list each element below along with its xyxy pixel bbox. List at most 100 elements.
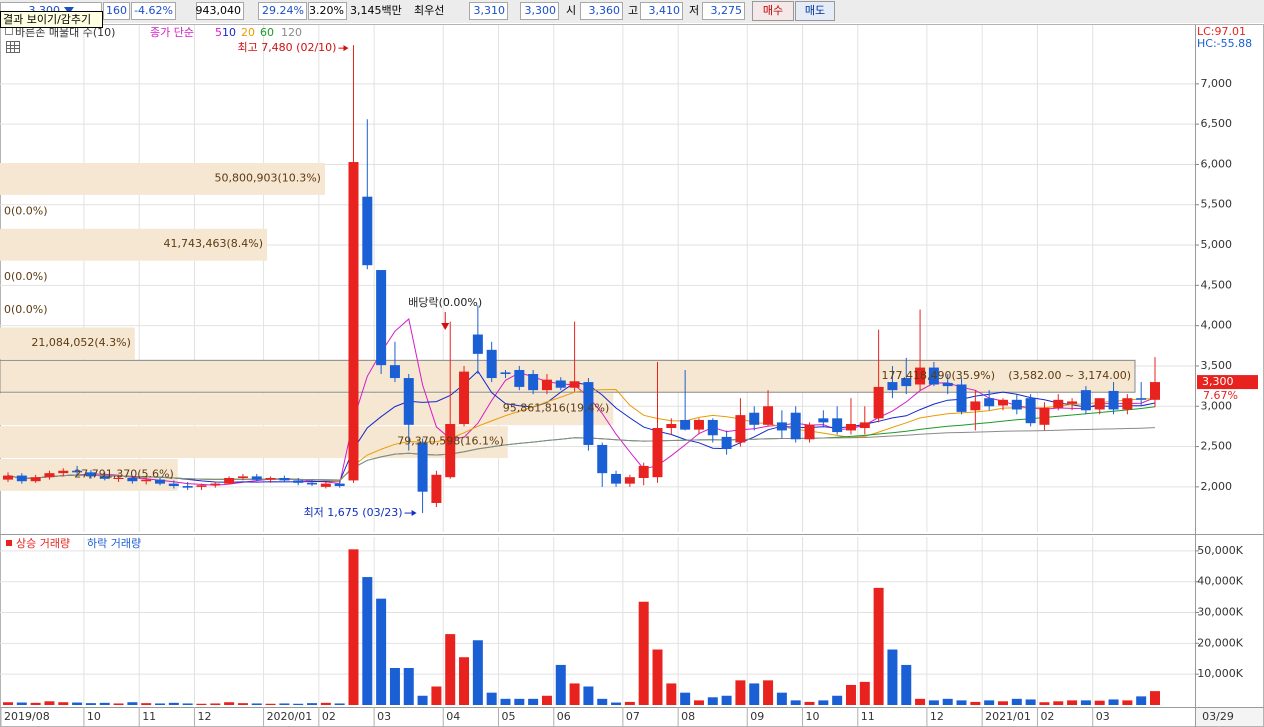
volume-bar: [514, 698, 525, 705]
candle-body: [431, 474, 442, 503]
candle-body: [251, 476, 262, 480]
candle-body: [1122, 398, 1133, 410]
x-tick-label: 11: [861, 710, 875, 723]
candle-body: [16, 475, 27, 482]
y-tick-label: 2,500: [1201, 440, 1233, 453]
volume-bar: [168, 702, 179, 705]
volume-bar: [887, 649, 898, 705]
candle-body: [1094, 398, 1105, 410]
high-label: 최고 7,480 (02/10): [237, 41, 336, 54]
table-icon-lines: [7, 42, 19, 52]
volume-bar: [72, 702, 83, 705]
y-tick-label: 4,500: [1201, 278, 1233, 291]
x-tick-label: 12: [197, 710, 211, 723]
buy-button[interactable]: [752, 1, 794, 21]
volume-bar: [224, 702, 235, 705]
tooltip-box: [0, 11, 103, 28]
volume-bar: [680, 692, 691, 705]
best-ask: 3,310: [474, 4, 506, 17]
profile-label: 177,418,490(35.9%): [881, 369, 995, 382]
candle-body: [845, 423, 856, 431]
candle-body: [320, 483, 331, 487]
ma-period-label: 60: [260, 26, 274, 39]
candle-body: [1067, 401, 1078, 404]
volume-bar: [984, 700, 995, 705]
candle-body: [776, 422, 787, 431]
y-tick-label: 5,000: [1201, 238, 1233, 251]
candle-body: [997, 399, 1008, 406]
volume-bar: [237, 703, 248, 705]
x-tick-label: 12: [930, 710, 944, 723]
field-box: [702, 2, 745, 20]
candle-body: [210, 483, 221, 486]
high: 3,410: [649, 4, 681, 17]
volume-bar: [500, 698, 511, 705]
volume-bar: [1122, 700, 1133, 705]
volume-legend-icon: [6, 540, 12, 546]
sell-button[interactable]: [795, 1, 835, 21]
candle-body: [168, 483, 179, 487]
change-rate: -4.62%: [134, 4, 173, 17]
candle-body: [403, 378, 414, 425]
table-icon[interactable]: [6, 41, 20, 53]
profile-band: [0, 393, 614, 426]
volume-bar: [721, 695, 732, 705]
candle-body: [873, 386, 884, 419]
volume-bar: [85, 703, 96, 705]
legend-checkbox[interactable]: [5, 27, 13, 35]
last-price-label: 3,300: [1202, 375, 1234, 388]
candle-body: [445, 423, 456, 478]
x-tick-label: 11: [142, 710, 156, 723]
buy-button-label[interactable]: 매수: [763, 4, 783, 17]
volume-bar: [901, 664, 912, 705]
candle-body: [818, 418, 829, 423]
volume-bar: [1094, 700, 1105, 705]
profile-label: 21,084,052(4.3%): [31, 336, 131, 349]
candle-body: [265, 477, 276, 480]
volume-bar: [942, 698, 953, 705]
profile-band: [0, 359, 1136, 393]
change-label: 7.67%: [1203, 389, 1238, 402]
volume-bar: [320, 702, 331, 705]
x-tick-label: 02: [322, 710, 336, 723]
candle-body: [1108, 390, 1119, 410]
low-arrow-head: [411, 510, 417, 517]
volume-bar: [293, 703, 304, 705]
candle-body: [44, 473, 55, 478]
turnover-rate: 29.24%: [262, 4, 304, 17]
volume-bar: [624, 701, 635, 705]
volume-bar: [735, 680, 746, 705]
profile-range-label: (3,582.00 ~ 3,174.00): [1008, 369, 1131, 382]
candle-body: [113, 477, 124, 479]
volume-bar: [1025, 699, 1036, 705]
candle-body: [459, 371, 470, 424]
volume-bar: [652, 649, 663, 705]
volume-bar: [445, 634, 456, 705]
candle-body: [472, 334, 483, 354]
candle-body: [30, 477, 41, 482]
profile-band: [0, 163, 325, 195]
volume-bar: [307, 703, 318, 705]
volume-bar: [638, 601, 649, 705]
volume-bar: [348, 549, 359, 705]
candle-body: [832, 418, 843, 433]
legend-up: 상승 거래량: [16, 537, 70, 550]
profile-label: 27,791,370(5.6%): [74, 467, 174, 480]
volume-bar: [1039, 702, 1050, 705]
sell-button-label[interactable]: 매도: [805, 4, 825, 17]
dividend-arrow-head: [441, 323, 450, 330]
y-tick-label: 30,000K: [1197, 606, 1243, 619]
volume-bar: [196, 703, 207, 705]
candle-body: [155, 479, 166, 484]
volume-bar: [611, 702, 622, 705]
profile-label: 41,743,463(8.4%): [164, 237, 264, 250]
x-tick-label: 10: [806, 710, 820, 723]
candle-body: [307, 482, 318, 485]
x-tick-label: 02: [1040, 710, 1054, 723]
candle-body: [984, 398, 995, 407]
volume-bars: [3, 549, 1160, 705]
candle-body: [749, 412, 760, 425]
volume-bar: [362, 577, 373, 705]
candle-body: [72, 470, 83, 473]
candle-body: [597, 444, 608, 474]
